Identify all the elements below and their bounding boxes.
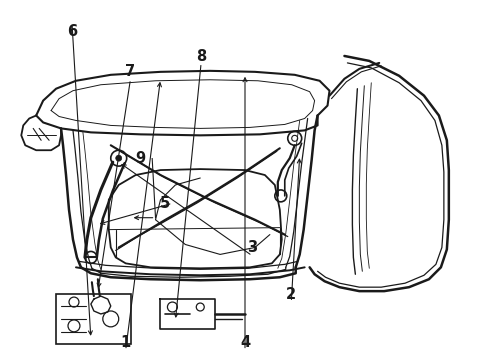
Text: 4: 4 [240, 335, 250, 350]
Text: 6: 6 [67, 24, 77, 39]
FancyBboxPatch shape [56, 294, 131, 344]
Text: 9: 9 [135, 151, 146, 166]
Text: 5: 5 [159, 196, 170, 211]
Circle shape [116, 155, 122, 161]
Text: 3: 3 [247, 240, 257, 255]
Text: 1: 1 [121, 335, 131, 350]
Text: 7: 7 [125, 64, 136, 78]
Text: 8: 8 [196, 49, 206, 64]
Text: 2: 2 [286, 287, 296, 302]
